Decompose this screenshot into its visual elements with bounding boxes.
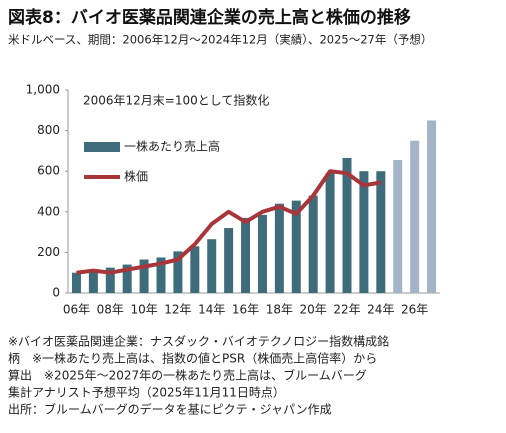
bar [173, 251, 183, 293]
bar [190, 246, 200, 293]
chart-subtitle: 米ドルベース、期間：2006年12月～2024年12月（実績）、2025～27年… [8, 33, 432, 47]
y-tick-label: 1,000 [26, 83, 60, 97]
note: 出所：ブルームバーグのデータを基にピクテ・ジャパン作成 [8, 402, 332, 417]
note: 算出 ※2025年～2027年の一株あたり売上高は、ブルームバーグ [8, 368, 367, 383]
x-tick-label: 24年 [367, 303, 394, 317]
bar [71, 272, 81, 293]
x-tick-label: 20年 [300, 303, 327, 317]
y-tick-label: 600 [37, 164, 60, 178]
x-tick-label: 26年 [401, 303, 428, 317]
bar [410, 140, 420, 293]
note: 柄 ※一株あたり売上高は、指数の値とPSR（株価売上高倍率）から [8, 351, 377, 366]
x-tick-label: 12年 [164, 303, 191, 317]
bar [257, 214, 267, 293]
y-tick-label: 800 [37, 123, 60, 137]
bar [274, 203, 284, 293]
y-tick-label: 0 [52, 286, 60, 300]
bar [291, 200, 301, 293]
bar [342, 158, 352, 293]
x-tick-label: 16年 [232, 303, 259, 317]
bar [325, 173, 335, 293]
bar [427, 120, 437, 293]
bar [156, 257, 166, 293]
annotation: 2006年12月末=100として指数化 [83, 93, 269, 108]
legend-swatch [84, 142, 120, 152]
x-tick-label: 22年 [333, 303, 360, 317]
chart-title: 図表8：バイオ医薬品関連企業の売上高と株価の推移 [8, 7, 411, 28]
legend-label: 一株あたり売上高 [124, 139, 220, 154]
bar [359, 171, 369, 293]
bar [308, 195, 318, 293]
bar [105, 267, 115, 293]
bar [88, 270, 98, 293]
y-tick-label: 200 [37, 245, 60, 259]
bar [122, 264, 132, 293]
bar [207, 239, 217, 293]
x-tick-label: 14年 [198, 303, 225, 317]
legend-label: 株価 [124, 169, 148, 184]
bar [393, 160, 403, 293]
x-tick-label: 10年 [130, 303, 157, 317]
x-tick-label: 08年 [97, 303, 124, 317]
bar [376, 171, 386, 293]
bar [241, 217, 251, 293]
y-tick-label: 400 [37, 204, 60, 218]
bar [224, 228, 234, 293]
note: ※バイオ医薬品関連企業：ナスダック・バイオテクノロジー指数構成銘 [8, 334, 389, 349]
note: 集計アナリスト予想平均（2025年11月11日時点） [8, 385, 285, 400]
bar [139, 259, 149, 293]
x-tick-label: 06年 [63, 303, 90, 317]
line [76, 169, 382, 275]
x-tick-label: 18年 [266, 303, 293, 317]
